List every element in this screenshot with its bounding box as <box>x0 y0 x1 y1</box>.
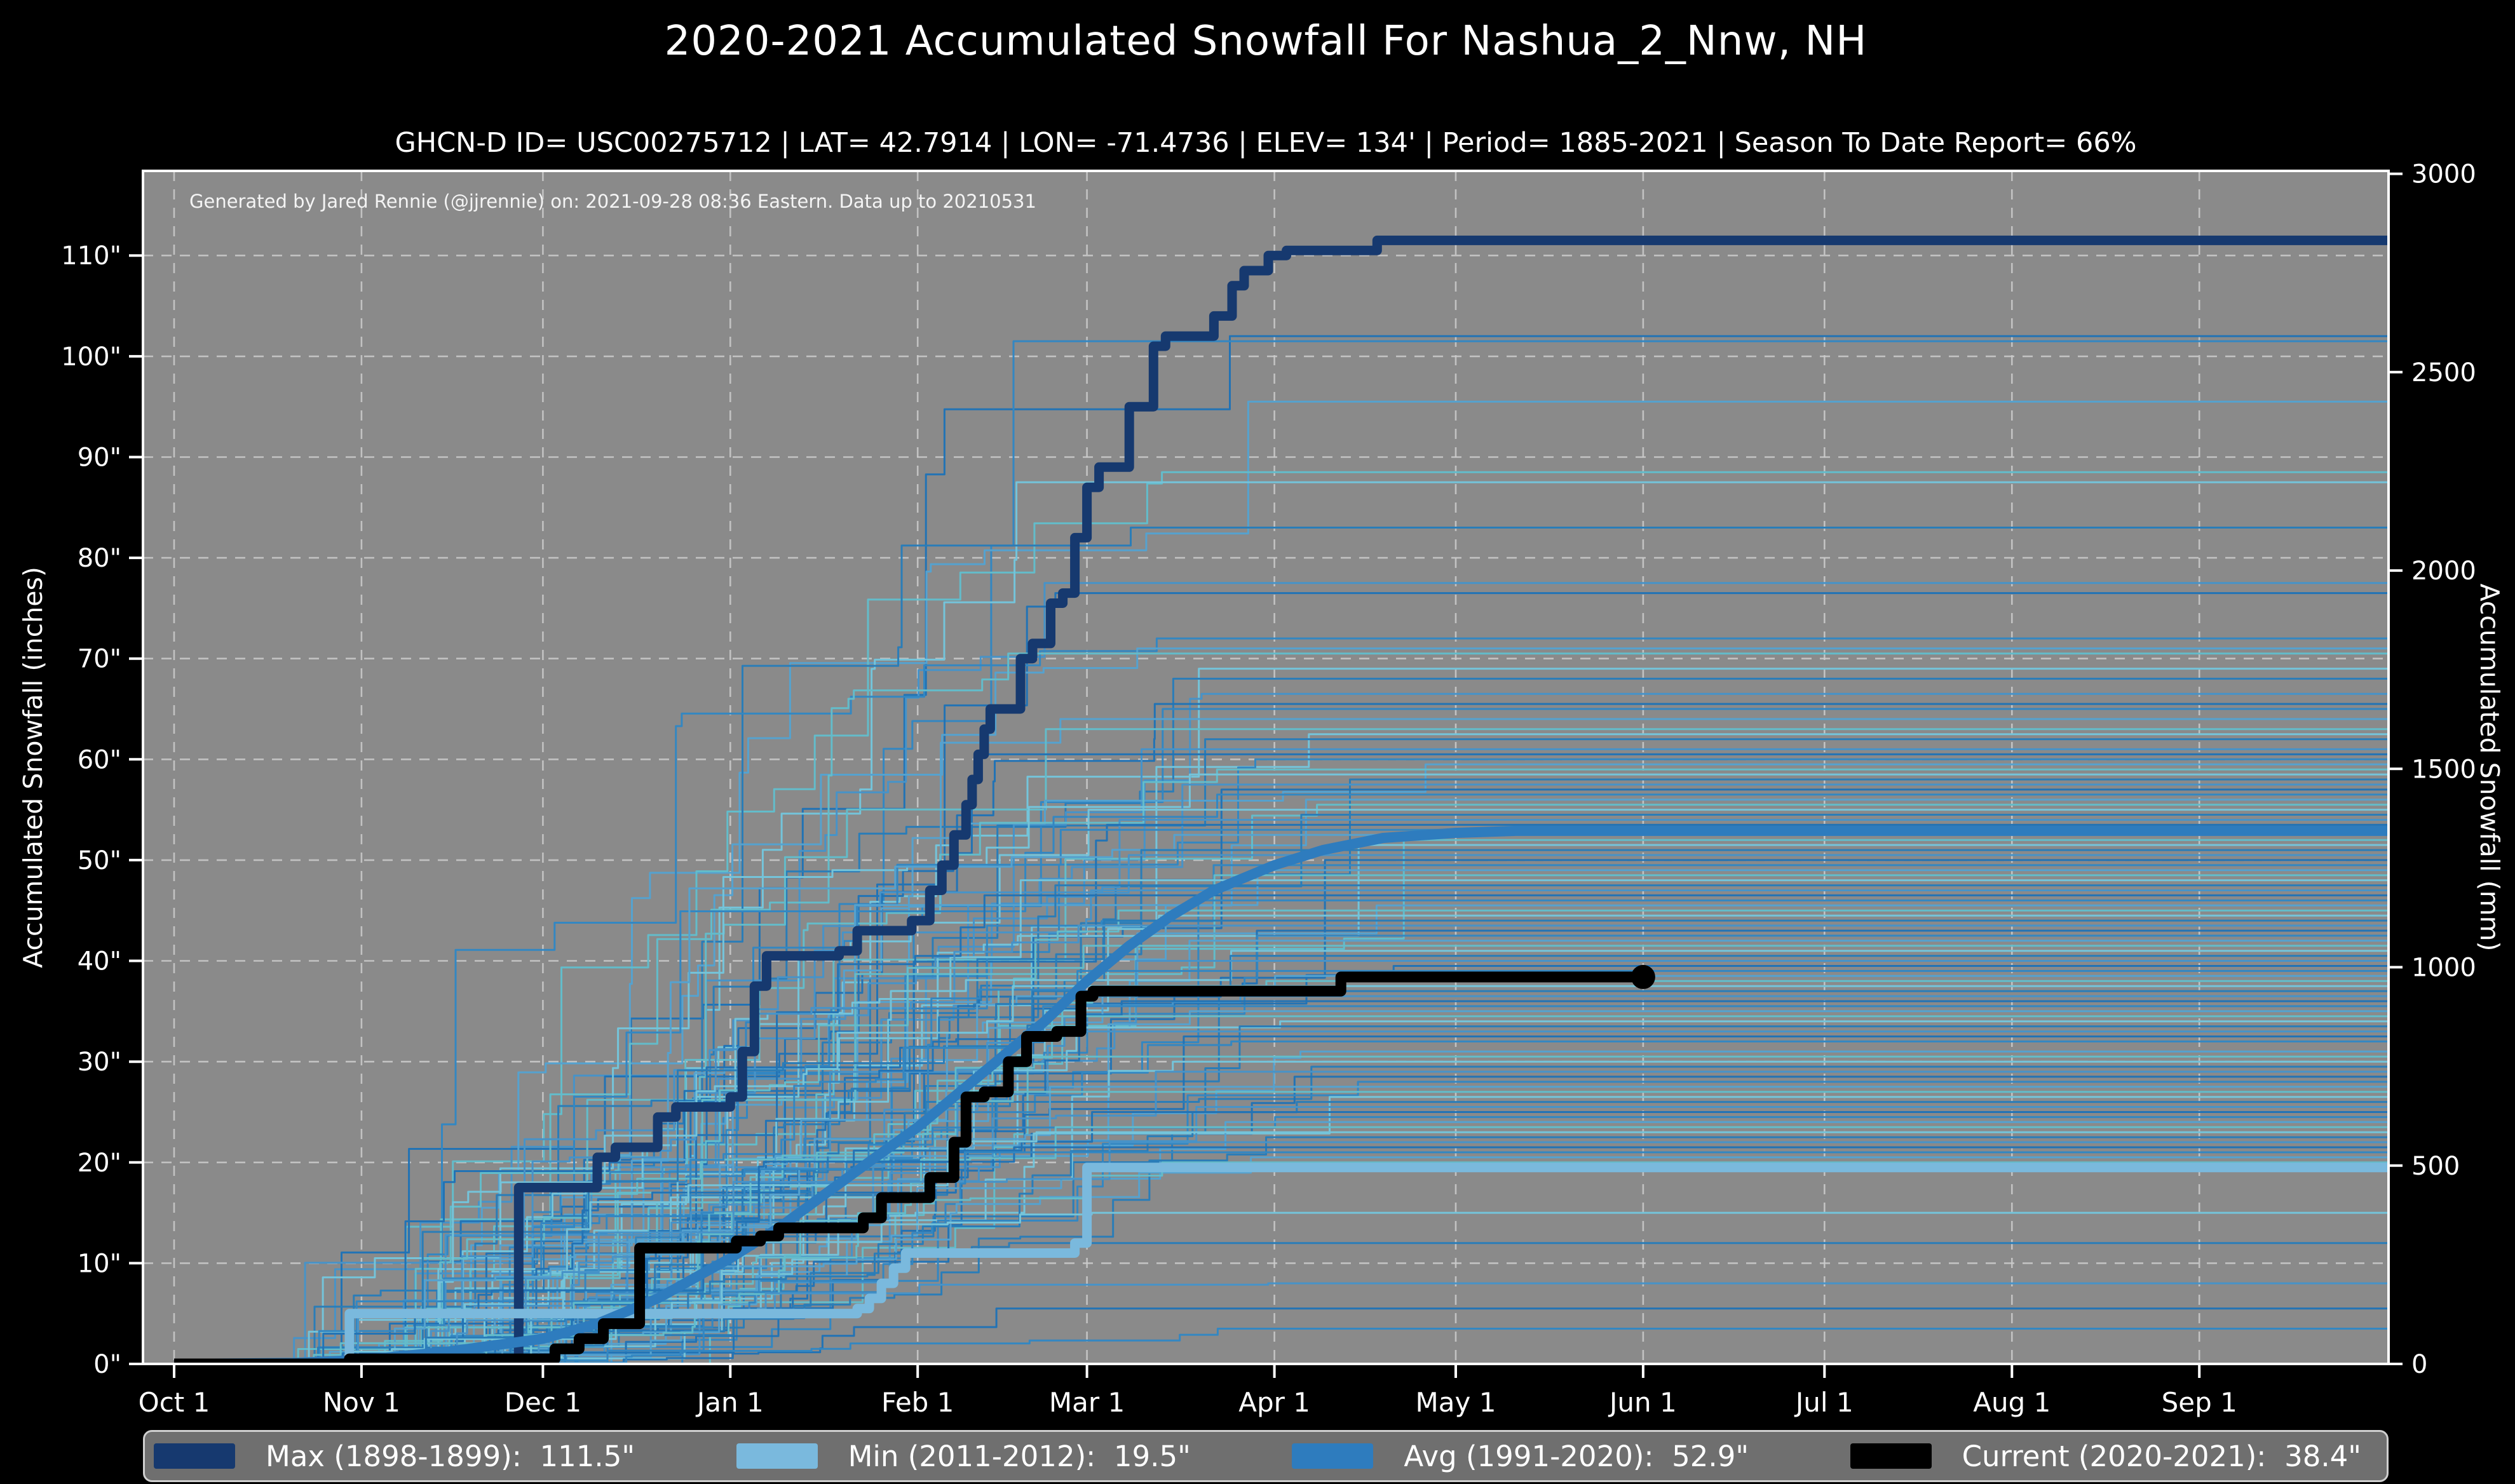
season-trace <box>294 833 2389 1364</box>
season-trace <box>292 1126 2389 1364</box>
x-tick-label: May 1 <box>1416 1387 1496 1418</box>
season-trace <box>456 909 2389 1364</box>
season-trace <box>272 582 2389 1364</box>
y-tick-label-mm: 500 <box>2411 1152 2460 1181</box>
y-tick-label-mm: 1500 <box>2411 755 2476 784</box>
y-tick-label-inches: 10" <box>78 1249 121 1278</box>
legend: Max (1898-1899): 111.5" Min (2011-2012):… <box>143 1430 2389 1482</box>
x-tick-label: Apr 1 <box>1238 1387 1310 1418</box>
y-tick-label-inches: 20" <box>78 1149 121 1178</box>
y-tick-label-mm: 3000 <box>2411 160 2476 189</box>
season-trace <box>527 1136 2389 1364</box>
season-trace <box>349 1086 2389 1364</box>
x-tick-label: Feb 1 <box>881 1387 954 1418</box>
legend-item-max: Max (1898-1899): 111.5" <box>154 1440 635 1473</box>
plot-spines <box>142 170 2390 1365</box>
season-trace <box>349 637 2389 1364</box>
season-trace <box>383 804 2389 1364</box>
season-trace <box>390 1101 2389 1364</box>
legend-item-min: Min (2011-2012): 19.5" <box>736 1440 1191 1473</box>
x-tick-label: Jul 1 <box>1794 1387 1854 1418</box>
attribution-text: Generated by Jared Rennie (@jjrennie) on… <box>189 191 1036 212</box>
series-min-line <box>174 1163 2389 1364</box>
y-tick-label-inches: 50" <box>78 846 121 875</box>
season-trace <box>402 1328 2389 1364</box>
season-trace <box>421 884 2389 1364</box>
y-tick-label-mm: 1000 <box>2411 954 2476 983</box>
x-tick-label: Oct 1 <box>139 1387 210 1418</box>
current-endpoint-dot <box>1630 964 1655 989</box>
y-axis-title-mm: Accumulated Snowfall (mm) <box>2474 583 2505 952</box>
season-trace <box>386 652 2389 1364</box>
legend-item-avg: Avg (1991-2020): 52.9" <box>1292 1440 1749 1473</box>
season-trace <box>696 839 2389 1364</box>
page-title: 2020-2021 Accumulated Snowfall For Nashu… <box>664 18 1868 65</box>
x-tick-label: Mar 1 <box>1049 1387 1125 1418</box>
season-trace <box>519 793 2389 1364</box>
legend-item-current: Current (2020-2021): 38.4" <box>1850 1440 2361 1473</box>
y-tick-label-inches: 110" <box>61 241 121 271</box>
season-trace <box>456 400 2389 1364</box>
current-line-swatch <box>1850 1443 1932 1469</box>
x-tick-label: Dec 1 <box>505 1387 581 1418</box>
season-trace <box>330 1211 2389 1364</box>
legend-label-avg: Avg (1991-2020): 52.9" <box>1404 1439 1749 1473</box>
y-tick-label-inches: 0" <box>93 1350 121 1379</box>
avg-line-swatch <box>1292 1443 1374 1469</box>
x-tick-label: Sep 1 <box>2162 1387 2237 1418</box>
y-tick-label-inches: 90" <box>78 443 121 473</box>
season-trace <box>391 955 2389 1364</box>
series-max-line <box>174 235 2389 1364</box>
legend-label-min: Min (2011-2012): 19.5" <box>848 1439 1191 1473</box>
series-avg-line <box>173 825 2389 1364</box>
season-trace <box>419 889 2389 1364</box>
y-tick-label-mm: 2500 <box>2411 358 2476 388</box>
max-line-swatch <box>154 1443 235 1469</box>
season-trace <box>429 924 2389 1364</box>
legend-label-current: Current (2020-2021): 38.4" <box>1962 1439 2361 1473</box>
x-tick-label: Jun 1 <box>1608 1387 1677 1418</box>
historical-seasons <box>254 335 2389 1364</box>
x-tick-label: Aug 1 <box>1973 1387 2051 1418</box>
main-series <box>173 235 2389 1364</box>
season-trace <box>410 985 2389 1364</box>
legend-label-max: Max (1898-1899): 111.5" <box>266 1439 635 1473</box>
y-tick-label-inches: 30" <box>78 1048 121 1077</box>
y-axis-title-inches: Accumulated Snowfall (inches) <box>18 567 48 968</box>
min-line-swatch <box>736 1443 818 1469</box>
y-tick-label-mm: 0 <box>2411 1350 2427 1379</box>
y-tick-label-inches: 80" <box>78 544 121 573</box>
series-current-line <box>174 971 1643 1364</box>
x-tick-label: Jan 1 <box>695 1387 764 1418</box>
y-tick-label-inches: 60" <box>78 745 121 774</box>
y-tick-label-inches: 40" <box>78 947 121 976</box>
season-trace <box>416 768 2389 1364</box>
season-trace <box>461 481 2389 1364</box>
y-tick-label-inches: 70" <box>78 645 121 674</box>
season-trace <box>372 819 2389 1364</box>
season-trace <box>408 668 2389 1364</box>
season-trace <box>387 1096 2389 1364</box>
x-tick-label: Nov 1 <box>323 1387 400 1418</box>
y-tick-label-inches: 100" <box>61 342 121 372</box>
y-tick-label-mm: 2000 <box>2411 556 2476 586</box>
station-metadata-subtitle: GHCN-D ID= USC00275712 | LAT= 42.7914 | … <box>395 127 2137 159</box>
season-trace <box>277 773 2389 1364</box>
